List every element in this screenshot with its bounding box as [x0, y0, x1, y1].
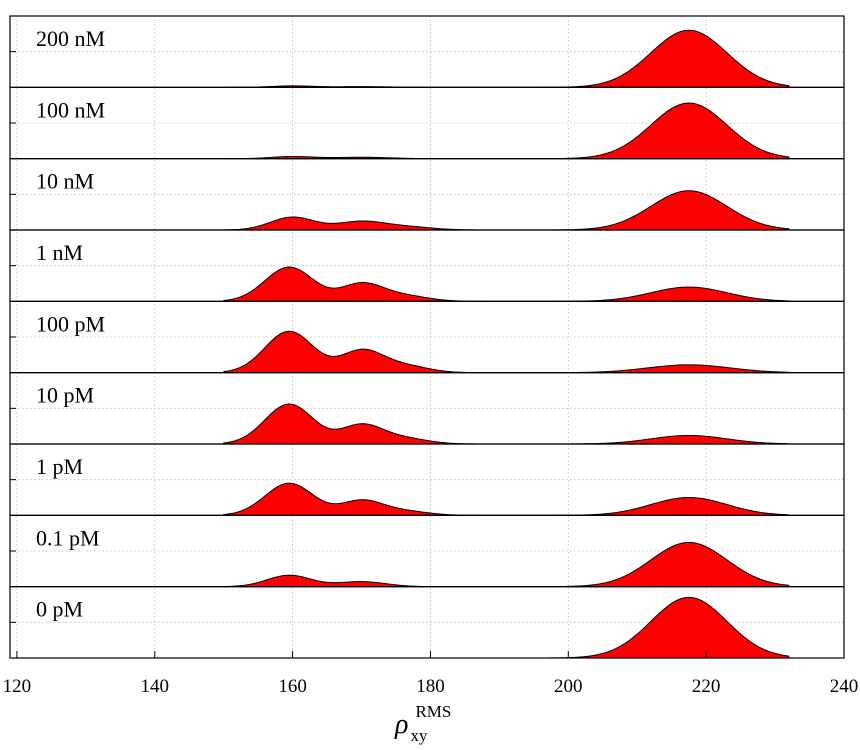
panel-2: 10 nM: [9, 158, 845, 231]
panel-7: 0.1 pM: [9, 514, 845, 588]
density-area: [223, 541, 790, 588]
panel-3: 1 nM: [9, 229, 845, 302]
panel-4: 100 pM: [9, 300, 845, 374]
density-area: [223, 190, 790, 231]
panel-8: 0 pM: [9, 586, 845, 659]
x-tick-label: 200: [554, 676, 583, 697]
panel-1: 100 nM: [9, 86, 845, 160]
density-area: [223, 29, 790, 88]
panel-label: 0 pM: [36, 597, 83, 622]
panel-label: 0.1 pM: [36, 525, 100, 550]
x-axis-superscript: RMS: [415, 702, 451, 721]
x-tick-label: 240: [830, 676, 859, 697]
density-area: [223, 403, 790, 445]
panel-label: 10 nM: [36, 169, 94, 194]
panel-label: 200 nM: [36, 26, 105, 51]
x-axis-subscript: xy: [410, 726, 428, 745]
density-area: [223, 102, 790, 160]
panel-label: 10 pM: [36, 383, 94, 408]
x-tick-label: 140: [140, 676, 169, 697]
x-axis-label: ρ xy RMS: [394, 702, 451, 745]
panel-5: 10 pM: [9, 372, 845, 445]
panel-label: 1 nM: [36, 240, 83, 265]
density-area: [223, 596, 790, 659]
panels: 200 nM 100 nM 10 nM 1 nM 100 pM 10 pM 1 pM 0.1 …: [9, 15, 845, 659]
density-area: [223, 330, 790, 374]
panel-label: 1 pM: [36, 454, 83, 479]
x-tick-label: 220: [692, 676, 721, 697]
density-area: [223, 482, 790, 516]
x-axis: 120 140 160 180 200 220 240: [3, 651, 859, 697]
x-tick-label: 180: [416, 676, 445, 697]
panel-0: 200 nM: [9, 15, 845, 88]
density-area: [223, 266, 790, 302]
x-axis-symbol: ρ: [394, 709, 408, 740]
x-tick-label: 120: [3, 676, 32, 697]
x-tick-label: 160: [278, 676, 307, 697]
panel-6: 1 pM: [9, 443, 845, 516]
panel-label: 100 nM: [36, 97, 105, 122]
panel-label: 100 pM: [36, 311, 105, 336]
